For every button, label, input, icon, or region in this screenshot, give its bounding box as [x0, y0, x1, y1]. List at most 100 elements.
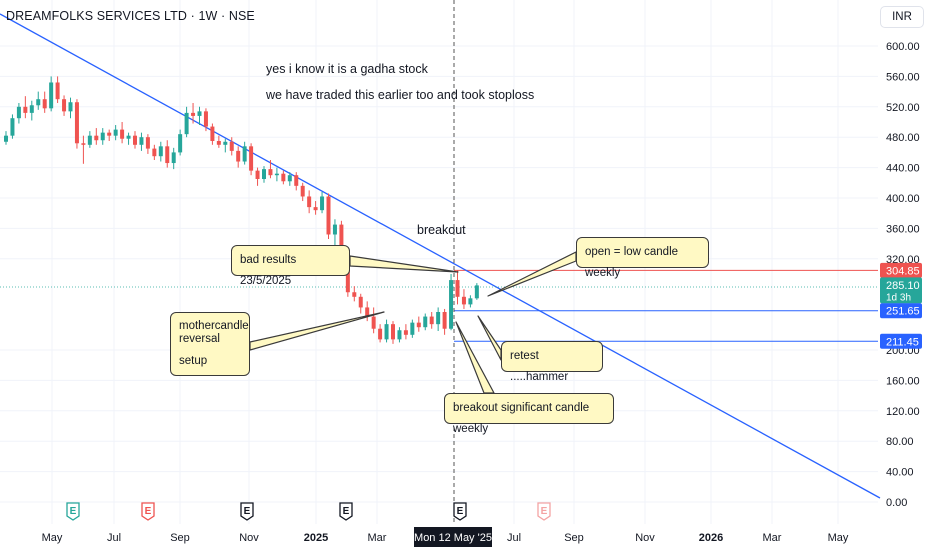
x-tick-label: Mar [368, 532, 387, 544]
earnings-marker[interactable]: E [453, 502, 467, 521]
callout-open-low[interactable]: open = low candle weekly [576, 237, 709, 279]
earnings-marker[interactable]: E [537, 502, 551, 521]
y-tick-label: 480.00 [886, 132, 920, 144]
x-tick-label: Sep [170, 532, 190, 544]
earnings-marker[interactable]: E [66, 502, 80, 521]
x-gridlines [51, 0, 839, 524]
svg-text:251.65: 251.65 [886, 306, 920, 318]
candle [313, 201, 318, 215]
candle [403, 324, 408, 340]
candle [294, 172, 299, 191]
callout-pointer [349, 255, 459, 273]
svg-text:E: E [343, 506, 350, 517]
candle [113, 125, 118, 141]
candle [139, 132, 144, 151]
crosshair-date-bg [414, 527, 492, 547]
callout-open-low-text: open = low candle weekly [585, 246, 679, 279]
x-tick-label: Jul [107, 532, 121, 544]
svg-text:1d 3h: 1d 3h [886, 292, 911, 303]
candle [4, 131, 8, 145]
callout-breakout-candle[interactable]: breakout significant candle weekly [444, 393, 614, 435]
earnings-marker[interactable]: E [339, 502, 353, 521]
candle [410, 319, 415, 338]
y-tick-label: 520.00 [886, 102, 920, 114]
earnings-marker[interactable]: E [141, 502, 155, 521]
candle [178, 129, 183, 156]
x-tick-label: Jul [507, 532, 521, 544]
candle [171, 147, 176, 170]
y-tick-label: 600.00 [886, 41, 920, 53]
candle [455, 270, 460, 305]
candle [429, 312, 434, 329]
candle [326, 193, 331, 240]
candle [87, 131, 92, 148]
x-tick-label: Nov [635, 532, 655, 544]
candle [249, 143, 254, 176]
crosshair-date-label: Mon 12 May '25 [414, 532, 492, 544]
candle [210, 123, 215, 145]
candle [352, 286, 357, 302]
x-tick-label: May [828, 532, 849, 544]
candle [42, 91, 47, 113]
x-tick-label: Sep [564, 532, 584, 544]
svg-text:304.85: 304.85 [886, 265, 920, 277]
candle [320, 191, 325, 214]
callout-retest-text: retest .....hammer [510, 350, 569, 383]
candle [416, 316, 421, 332]
candle [391, 321, 395, 344]
callout-mothercandle[interactable]: mothercandle reversal setup [170, 312, 250, 376]
candle [197, 106, 202, 126]
candle [229, 137, 234, 156]
candle [287, 172, 292, 186]
callout-retest[interactable]: retest .....hammer [501, 341, 603, 383]
price-label: 211.45 [880, 333, 922, 349]
y-tick-label: 320.00 [886, 254, 920, 266]
candle [74, 99, 79, 149]
candle [216, 135, 221, 148]
candle [449, 274, 454, 331]
svg-text:E: E [244, 506, 251, 517]
y-tick-label: 440.00 [886, 163, 920, 175]
callout-pointer [477, 315, 502, 361]
y-tick-label: 80.00 [886, 436, 914, 448]
candle [29, 100, 34, 121]
candle [68, 97, 73, 119]
svg-text:E: E [541, 506, 548, 517]
y-tick-label: 120.00 [886, 406, 920, 418]
candle [55, 76, 60, 103]
candle [242, 141, 247, 165]
price-label: 304.85 [880, 262, 922, 278]
callout-breakout-candle-text: breakout significant candle weekly [453, 402, 590, 435]
earnings-marker[interactable]: E [240, 502, 254, 521]
svg-text:E: E [145, 506, 152, 517]
candle [307, 190, 312, 214]
trendline [0, 13, 881, 499]
candle [474, 283, 479, 300]
candle [158, 141, 163, 162]
x-tick-label: 2026 [699, 532, 723, 544]
candle [16, 103, 21, 124]
candle [268, 160, 273, 179]
candles [4, 76, 479, 344]
callout-mothercandle-line1: mothercandle [179, 320, 249, 332]
x-tick-label: Mar [763, 532, 782, 544]
candle [62, 95, 67, 116]
note-gadha: yes i know it is a gadha stock [266, 62, 428, 76]
note-breakout: breakout [417, 223, 466, 237]
candle [152, 144, 157, 160]
currency-button[interactable]: INR [880, 6, 924, 28]
candle [120, 122, 125, 144]
candle [49, 76, 54, 112]
candle [397, 327, 402, 343]
callout-bad-results[interactable]: bad results 23/5/2025 [231, 245, 350, 287]
candle [442, 308, 447, 335]
x-tick-label: May [42, 532, 63, 544]
candle [461, 289, 466, 309]
x-tick-label: Nov [239, 532, 259, 544]
candle [384, 319, 389, 343]
x-axis: May Jul Sep Nov 2025 Mar Mon 12 May '25 Jul Sep N… [42, 527, 849, 547]
